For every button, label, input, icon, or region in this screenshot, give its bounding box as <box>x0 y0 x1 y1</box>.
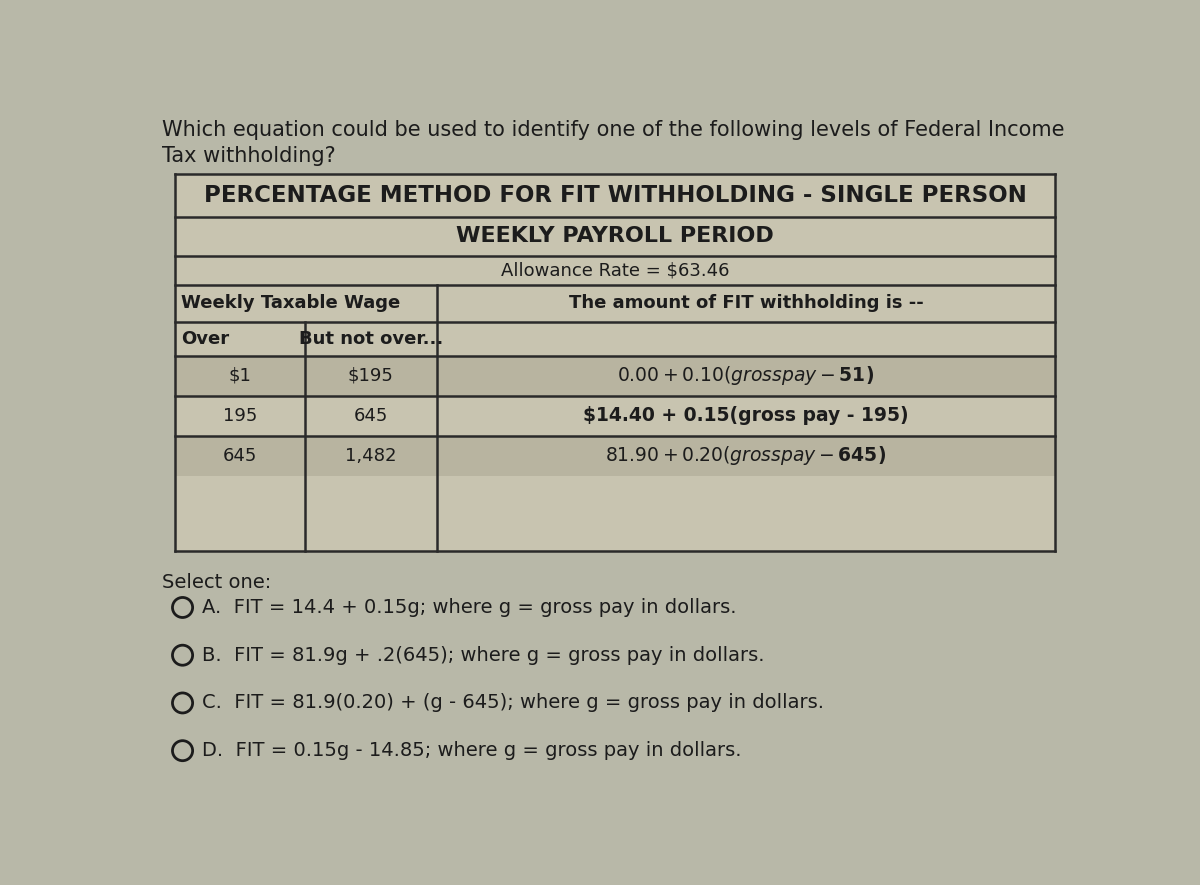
Bar <box>175 396 1055 435</box>
Text: $195: $195 <box>348 366 394 385</box>
Text: WEEKLY PAYROLL PERIOD: WEEKLY PAYROLL PERIOD <box>456 227 774 246</box>
Text: D.  FIT = 0.15g - 14.85; where g = gross pay in dollars.: D. FIT = 0.15g - 14.85; where g = gross … <box>202 742 742 760</box>
Bar <box>175 174 1055 551</box>
Bar <box>175 435 1055 476</box>
Text: Allowance Rate = $63.46: Allowance Rate = $63.46 <box>500 261 730 279</box>
Text: $81.90 + 0.20(gross pay - $645): $81.90 + 0.20(gross pay - $645) <box>606 444 887 467</box>
Text: But not over...: But not over... <box>299 330 443 348</box>
Text: $1: $1 <box>228 366 251 385</box>
Text: Over: Over <box>181 330 229 348</box>
Text: $14.40 + 0.15(gross pay - 195): $14.40 + 0.15(gross pay - 195) <box>583 406 908 425</box>
Text: Select one:: Select one: <box>162 573 271 592</box>
Text: $0.00 + 0.10(gross pay - $51): $0.00 + 0.10(gross pay - $51) <box>618 365 875 388</box>
Text: 645: 645 <box>354 407 388 425</box>
Text: PERCENTAGE METHOD FOR FIT WITHHOLDING - SINGLE PERSON: PERCENTAGE METHOD FOR FIT WITHHOLDING - … <box>204 184 1026 207</box>
Text: 645: 645 <box>223 447 257 465</box>
Text: C.  FIT = 81.9(0.20) + (g - 645); where g = gross pay in dollars.: C. FIT = 81.9(0.20) + (g - 645); where g… <box>202 694 824 712</box>
Text: A.  FIT = 14.4 + 0.15g; where g = gross pay in dollars.: A. FIT = 14.4 + 0.15g; where g = gross p… <box>202 598 737 617</box>
Text: 195: 195 <box>223 407 257 425</box>
Text: Weekly Taxable Wage: Weekly Taxable Wage <box>181 295 401 312</box>
Bar <box>175 356 1055 396</box>
Text: Which equation could be used to identify one of the following levels of Federal : Which equation could be used to identify… <box>162 120 1064 140</box>
Text: B.  FIT = 81.9g + .2(645); where g = gross pay in dollars.: B. FIT = 81.9g + .2(645); where g = gros… <box>202 646 764 665</box>
Text: The amount of FIT withholding is --: The amount of FIT withholding is -- <box>569 295 923 312</box>
Text: Tax withholding?: Tax withholding? <box>162 146 335 166</box>
Text: 1,482: 1,482 <box>346 447 397 465</box>
